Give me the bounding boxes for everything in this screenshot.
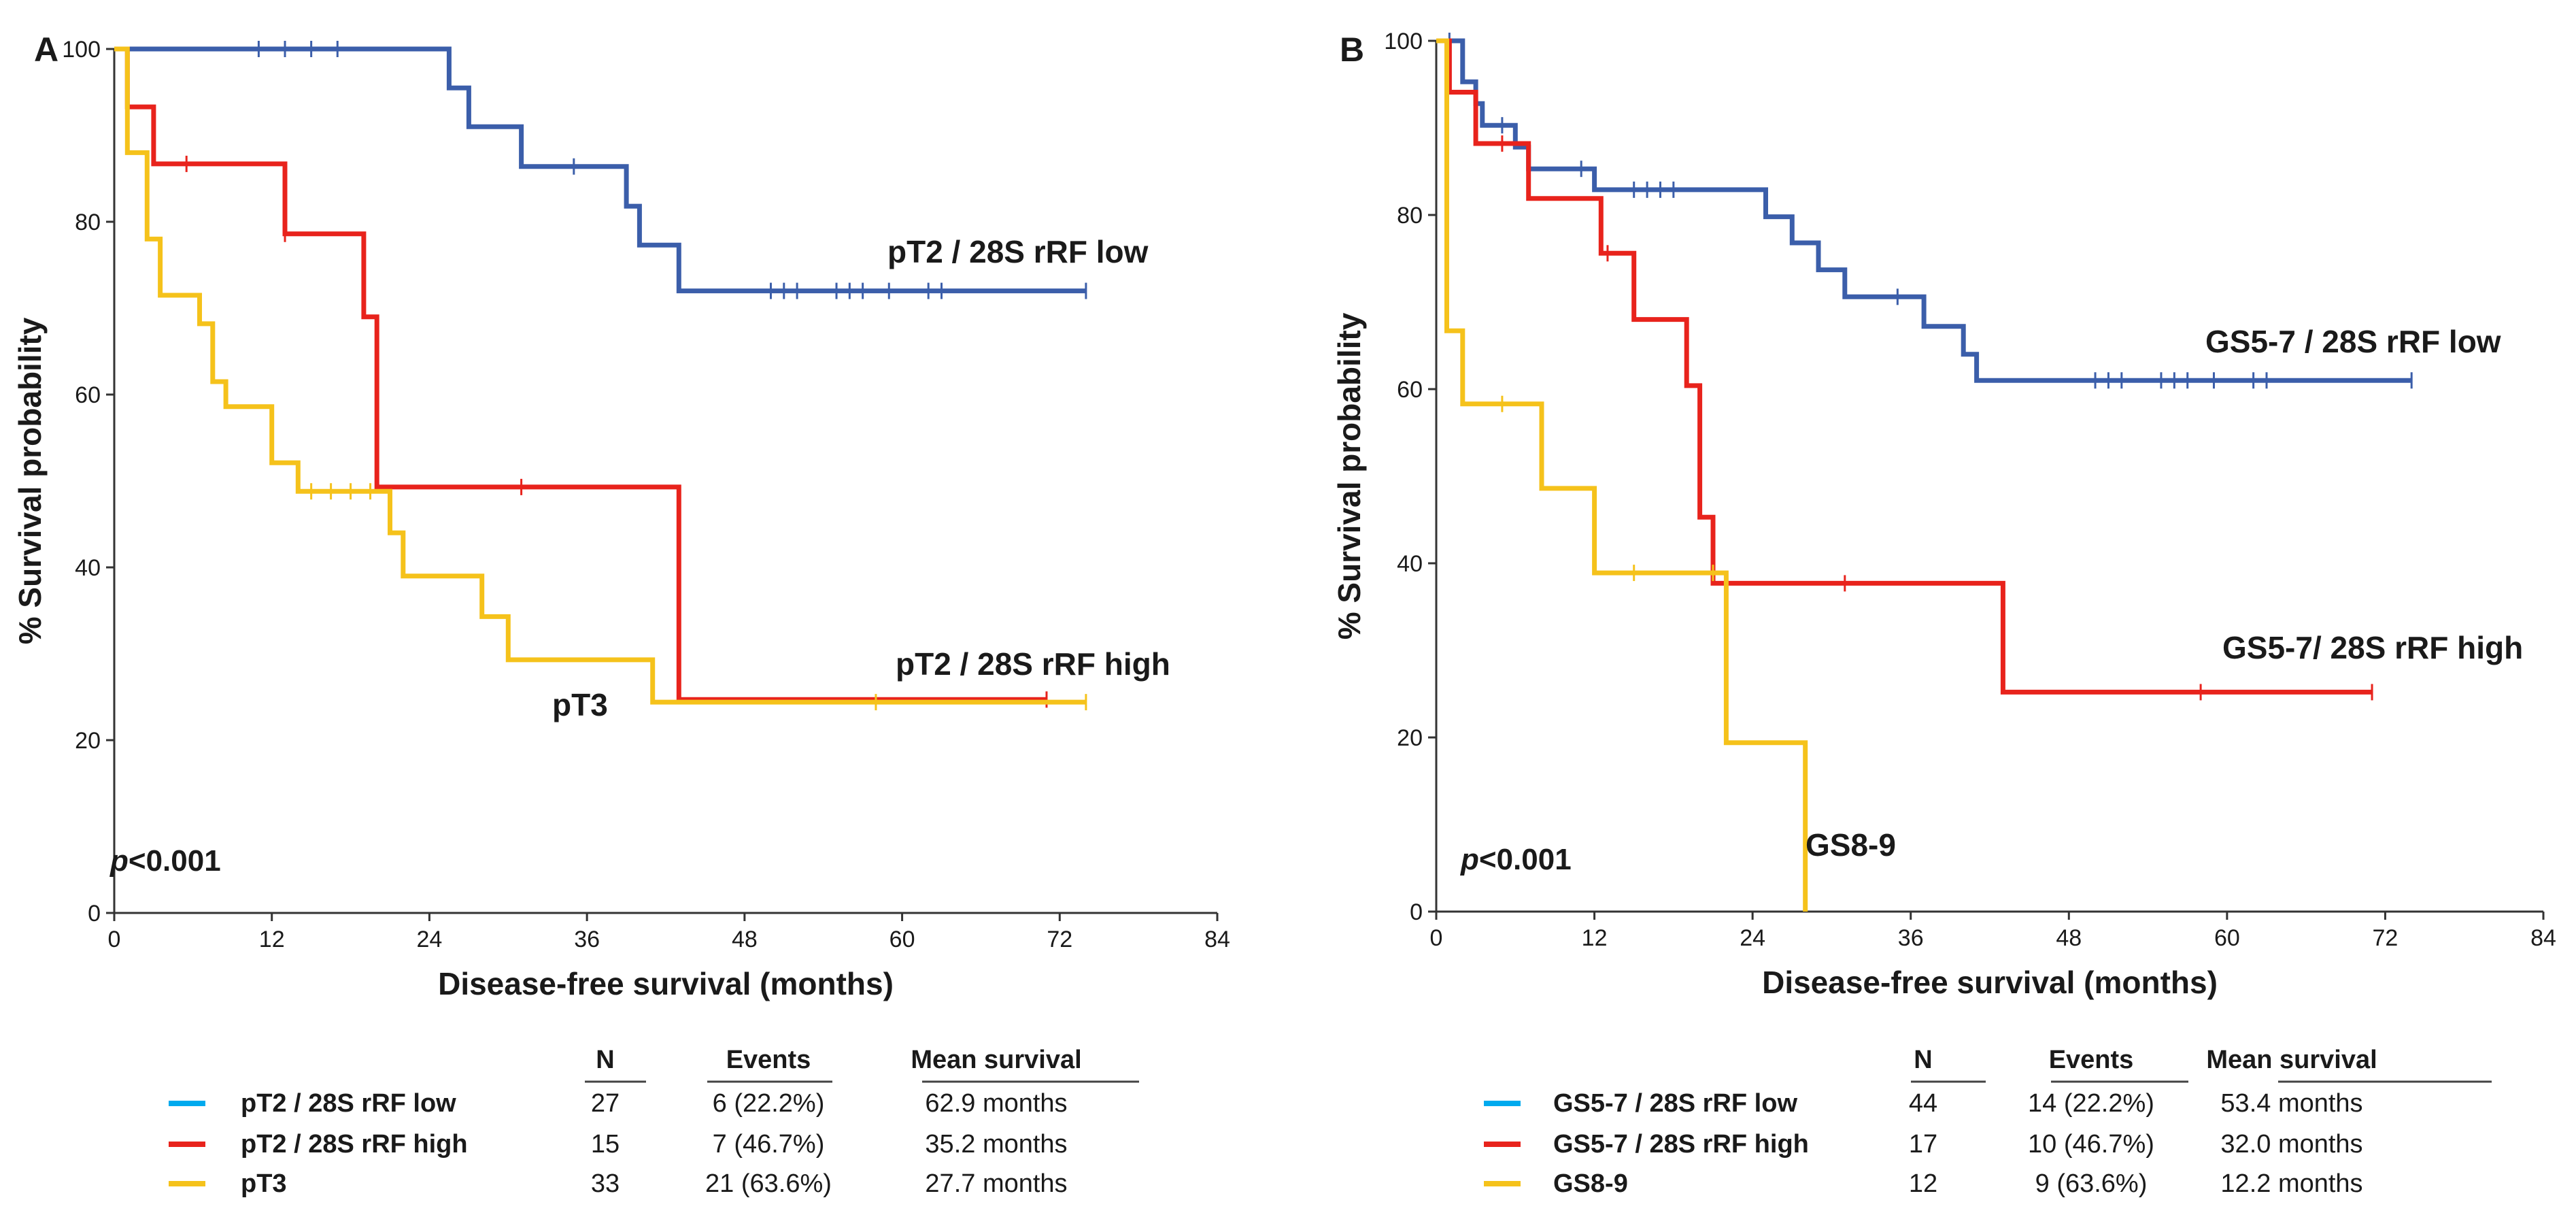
table-cell-mean: 12.2 months xyxy=(2220,1169,2362,1198)
legend-label: GS5-7 / 28S rRF low xyxy=(1553,1089,1797,1118)
y-tick-label: 20 xyxy=(75,728,101,754)
panel-a: 0 20 40 60 80 100 0 12 24 36 48 60 72 84 Disease-free … xyxy=(12,31,1230,1198)
survival-curve-red xyxy=(114,46,1047,702)
x-tick-label: 60 xyxy=(2214,925,2240,951)
table-cell-mean: 32.0 months xyxy=(2220,1130,2362,1159)
table-header-n: N xyxy=(596,1046,614,1074)
y-axis-title: % Survival probability xyxy=(1332,312,1367,639)
table-cell-events: 10 (46.7%) xyxy=(2028,1130,2154,1159)
x-tick-label: 0 xyxy=(108,927,121,952)
table-cell-mean: 35.2 months xyxy=(925,1130,1067,1159)
y-tick-label: 80 xyxy=(75,210,101,235)
panel-b: 0 20 40 60 80 100 0 12 24 36 48 60 72 84 Disease-free … xyxy=(1332,29,2556,1198)
panel-label: A xyxy=(34,31,58,69)
x-tick-label: 72 xyxy=(2373,925,2399,951)
survival-curve-red xyxy=(1436,38,2372,695)
x-axis-title: Disease-free survival (months) xyxy=(1762,965,2218,1000)
curve-label-red: GS5-7/ 28S rRF high xyxy=(2222,630,2523,665)
curve-label-red: pT2 / 28S rRF high xyxy=(896,646,1170,682)
x-tick-label: 24 xyxy=(1740,925,1765,951)
x-tick-label: 36 xyxy=(574,927,600,952)
x-axis-title: Disease-free survival (months) xyxy=(438,966,894,1001)
legend-label: pT3 xyxy=(241,1169,287,1198)
table-header-mean: Mean survival xyxy=(911,1046,1081,1074)
table-cell-n: 27 xyxy=(591,1089,620,1118)
p-value-threshold: <0.001 xyxy=(129,844,221,878)
legend-label: GS8-9 xyxy=(1553,1169,1628,1198)
y-tick-label: 100 xyxy=(62,37,101,63)
x-tick-label: 12 xyxy=(259,927,285,952)
table-cell-n: 33 xyxy=(591,1169,620,1198)
table-header-events: Events xyxy=(2049,1046,2134,1074)
x-tick-label: 12 xyxy=(1582,925,1608,951)
table-cell-mean: 53.4 months xyxy=(2220,1089,2362,1118)
table-cell-events: 21 (63.6%) xyxy=(705,1169,832,1198)
p-value-threshold: <0.001 xyxy=(1479,843,1572,876)
p-value-p: p xyxy=(1460,843,1479,876)
legend-label: pT2 / 28S rRF high xyxy=(241,1130,468,1159)
y-axis-title: % Survival probability xyxy=(12,317,48,644)
y-tick-label: 20 xyxy=(1397,725,1423,751)
curve-label-yellow: pT3 xyxy=(552,687,608,722)
y-tick-label: 80 xyxy=(1397,203,1423,229)
legend-label: pT2 / 28S rRF low xyxy=(241,1089,456,1118)
table-cell-n: 15 xyxy=(591,1130,620,1159)
y-tick-label: 60 xyxy=(75,382,101,408)
x-tick-label: 0 xyxy=(1430,925,1443,951)
y-tick-label: 100 xyxy=(1384,29,1423,54)
table-cell-mean: 62.9 months xyxy=(925,1089,1067,1118)
curve-label-blue: GS5-7 / 28S rRF low xyxy=(2205,324,2501,359)
table-header-mean: Mean survival xyxy=(2206,1046,2377,1074)
table-cell-events: 14 (22.2%) xyxy=(2028,1089,2154,1118)
x-tick-label: 48 xyxy=(732,927,758,952)
survival-curve-blue xyxy=(1436,38,2412,383)
legend-label: GS5-7 / 28S rRF high xyxy=(1553,1130,1809,1159)
y-tick-label: 40 xyxy=(75,555,101,581)
x-tick-label: 60 xyxy=(889,927,915,952)
survival-curve-yellow xyxy=(114,46,1086,705)
table-cell-mean: 27.7 months xyxy=(925,1169,1067,1198)
x-tick-label: 84 xyxy=(2530,925,2556,951)
table-header-n: N xyxy=(1914,1046,1932,1074)
x-tick-label: 36 xyxy=(1898,925,1924,951)
table-header-events: Events xyxy=(726,1046,811,1074)
x-tick-label: 48 xyxy=(2056,925,2082,951)
table-cell-n: 44 xyxy=(1909,1089,1937,1118)
panel-label: B xyxy=(1340,31,1364,69)
table-cell-events: 7 (46.7%) xyxy=(713,1130,825,1159)
table-cell-n: 12 xyxy=(1909,1169,1937,1198)
x-tick-label: 84 xyxy=(1204,927,1230,952)
y-tick-label: 0 xyxy=(1410,899,1423,925)
y-tick-label: 60 xyxy=(1397,377,1423,403)
x-tick-label: 72 xyxy=(1047,927,1072,952)
curve-label-blue: pT2 / 28S rRF low xyxy=(887,234,1149,269)
x-tick-label: 24 xyxy=(417,927,443,952)
p-value: p<0.001 xyxy=(109,844,221,878)
y-tick-label: 0 xyxy=(88,901,101,927)
table-cell-n: 17 xyxy=(1909,1130,1937,1159)
curve-label-yellow: GS8-9 xyxy=(1806,827,1896,863)
p-value: p<0.001 xyxy=(1460,843,1572,876)
survival-curve-yellow xyxy=(1436,38,1808,912)
p-value-p: p xyxy=(109,844,129,878)
y-tick-label: 40 xyxy=(1397,551,1423,577)
table-cell-events: 9 (63.6%) xyxy=(2035,1169,2148,1198)
table-cell-events: 6 (22.2%) xyxy=(713,1089,825,1118)
